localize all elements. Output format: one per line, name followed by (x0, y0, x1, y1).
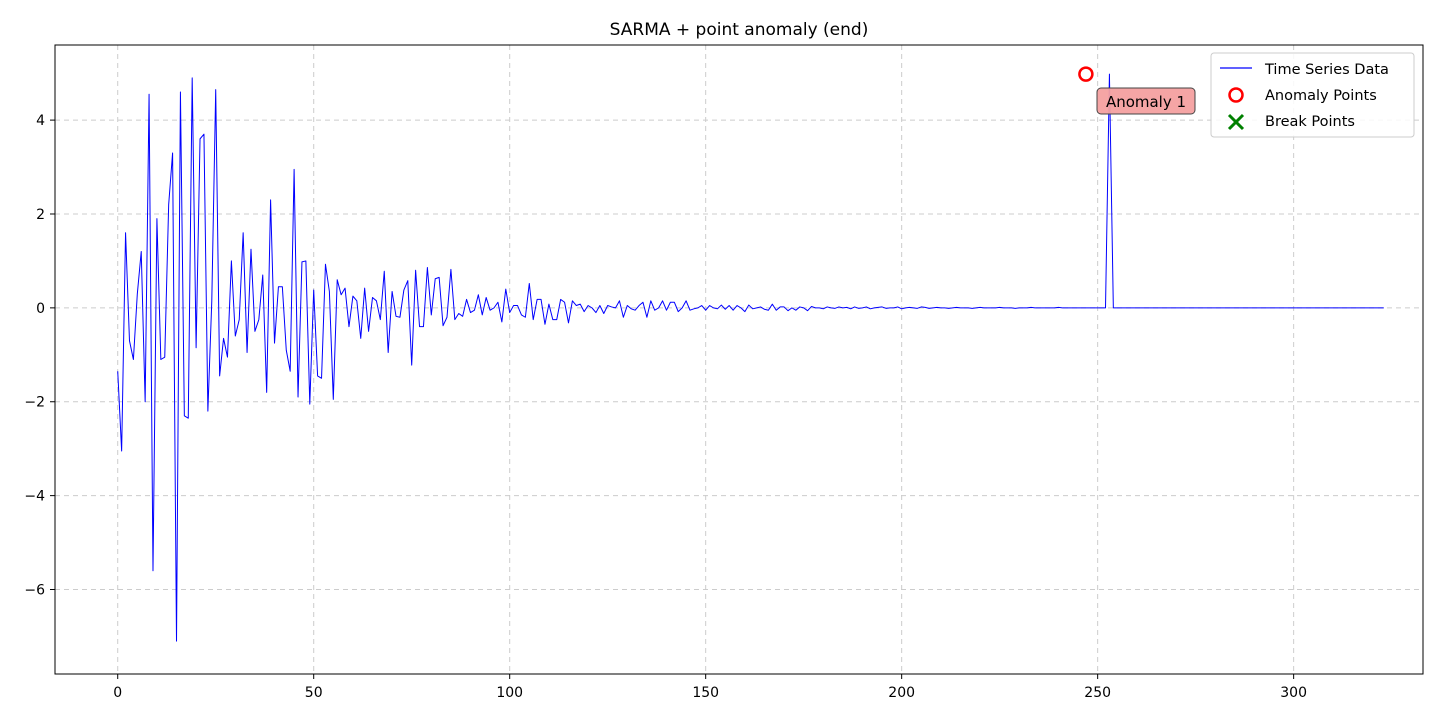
plot-area (117, 66, 1384, 642)
y-tick-label: −4 (24, 489, 45, 505)
x-tick-label: 200 (888, 685, 915, 701)
y-tick-label: 2 (36, 207, 45, 223)
legend-label-anomaly: Anomaly Points (1265, 88, 1377, 104)
grid-lines (55, 45, 1423, 674)
y-tick-label: 0 (36, 301, 45, 317)
legend: Time Series Data Anomaly Points Break Po… (1210, 52, 1415, 138)
x-tick-label: 150 (692, 685, 719, 701)
series-layer (117, 73, 1384, 642)
x-axis: 0 50 100 150 200 250 300 (113, 674, 1307, 701)
anomaly-annotation: Anomaly 1 (1096, 87, 1196, 115)
legend-label-series: Time Series Data (1264, 62, 1389, 78)
legend-anomaly-marker (1228, 87, 1244, 103)
y-tick-label: 4 (36, 113, 45, 129)
anomaly-point-marker (1078, 66, 1094, 82)
y-axis: −6 −4 −2 0 2 4 (24, 113, 55, 599)
anomaly-annotation-label: Anomaly 1 (1106, 93, 1186, 111)
legend-break-marker (1227, 113, 1245, 131)
plot-frame (54, 44, 1424, 675)
anomaly-annotation-box (1096, 87, 1196, 115)
y-tick-label: −6 (24, 583, 45, 599)
x-tick-label: 250 (1084, 685, 1111, 701)
y-tick-label: −2 (24, 395, 45, 411)
legend-label-break: Break Points (1265, 114, 1355, 130)
x-tick-label: 50 (305, 685, 323, 701)
x-tick-label: 0 (113, 685, 122, 701)
x-tick-label: 100 (496, 685, 523, 701)
x-tick-label: 300 (1280, 685, 1307, 701)
chart-title: SARMA + point anomaly (end) (610, 20, 869, 40)
legend-box (1210, 52, 1415, 138)
anomaly-layer (1078, 66, 1094, 82)
series-line (117, 73, 1384, 642)
